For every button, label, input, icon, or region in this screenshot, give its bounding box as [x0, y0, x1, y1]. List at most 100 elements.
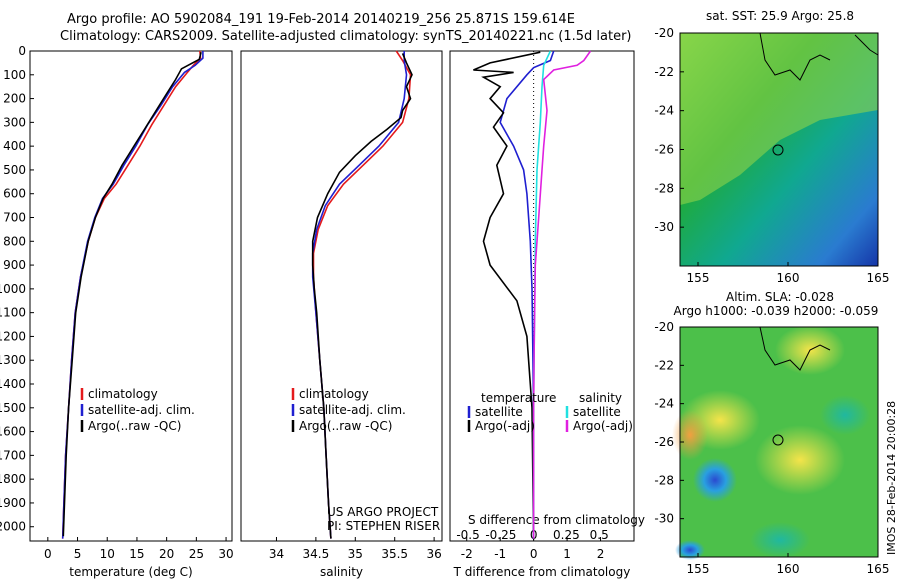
y-tick-label: 500	[3, 163, 26, 177]
x-tick-label: 1	[563, 547, 571, 561]
series-line-2	[62, 52, 202, 537]
x-tick-label: 10	[100, 547, 115, 561]
x-tick-label: 2	[597, 547, 605, 561]
map-title: Altim. SLA: -0.028	[726, 290, 834, 304]
sst-map	[679, 32, 879, 267]
x-tick-label: 15	[129, 547, 144, 561]
x2-axis-label: S difference from climatology	[468, 513, 645, 527]
y-tick-label: 300	[3, 115, 26, 129]
sla-blob	[750, 522, 810, 558]
x2-tick-label: 0.25	[553, 528, 580, 542]
map-y-tick-label: -26	[654, 143, 674, 157]
map-axes-0: sat. SST: 25.9 Argo: 25.8 -20 -22 -24 -26 -28…	[654, 9, 889, 285]
sst-warm-region	[680, 33, 878, 205]
coastline-sla	[759, 326, 831, 371]
x-tick-label: 36	[426, 547, 441, 561]
argo-position-marker-sst	[772, 144, 784, 156]
y-tick-label: 1900	[0, 496, 26, 510]
map-y-tick-label: -22	[654, 358, 674, 372]
legend-label: Argo(..raw -QC)	[299, 419, 392, 433]
legend-label: Argo(..raw -QC)	[88, 419, 181, 433]
y-tick-label: 1700	[0, 448, 26, 462]
x-axis-label: T difference from climatology	[453, 565, 631, 579]
x-tick-label: 35	[348, 547, 363, 561]
map-y-tick-label: -22	[654, 65, 674, 79]
x2-tick-label: -0.5	[456, 528, 479, 542]
y-tick-label: 800	[3, 234, 26, 248]
imos-timestamp-label: IMOS 28-Feb-2014 20:00:28	[885, 401, 898, 555]
legend-label: satellite	[573, 405, 621, 419]
map-y-tick-label: -24	[654, 397, 674, 411]
header-line-2: Climatology: CARS2009. Satellite-adjuste…	[60, 29, 632, 44]
legend-label: temperature	[481, 391, 556, 405]
y-tick-label: 100	[3, 68, 26, 82]
profile-panel-0: 0100200300400500600700800900100011001200…	[0, 44, 234, 579]
y-tick-label: 700	[3, 211, 26, 225]
sla-blob	[693, 458, 737, 502]
argo-position-marker-sla	[772, 434, 784, 446]
sla-map	[672, 325, 879, 560]
x-tick-label: -1	[494, 547, 506, 561]
map-x-tick-label: 165	[867, 271, 890, 285]
legend-label: satellite	[475, 405, 523, 419]
x-tick-label: 5	[74, 547, 82, 561]
y-tick-label: 1300	[0, 353, 26, 367]
x-tick-label: 34.5	[303, 547, 330, 561]
series-line-1	[473, 51, 541, 539]
temperature-panel-frame	[29, 50, 233, 542]
x-axis-label: temperature (deg C)	[69, 565, 192, 579]
x-tick-label: -2	[461, 547, 473, 561]
map-y-tick-label: -30	[654, 512, 674, 526]
sla-blob	[672, 410, 708, 460]
y-tick-label: 1100	[0, 306, 26, 320]
y-tick-label: 900	[3, 258, 26, 272]
map-x-tick-label: 155	[687, 271, 710, 285]
y-tick-label: 200	[3, 92, 26, 106]
legend-label: satellite-adj. clim.	[88, 403, 195, 417]
map-x-tick-label: 160	[777, 271, 800, 285]
legend-label: climatology	[299, 387, 369, 401]
map-y-tick-label: -30	[654, 220, 674, 234]
map-y-tick-label: -28	[654, 473, 674, 487]
map-title: sat. SST: 25.9 Argo: 25.8	[706, 9, 854, 23]
legend-label: salinity	[579, 391, 622, 405]
legend-label: Argo(-adj)	[573, 419, 633, 433]
y-tick-label: 400	[3, 139, 26, 153]
series-line-3	[532, 50, 592, 539]
map-y-tick-label: -20	[654, 26, 674, 40]
y-tick-label: 1400	[0, 377, 26, 391]
map-y-tick-label: -28	[654, 181, 674, 195]
map-y-tick-label: -20	[654, 320, 674, 334]
map-x-tick-label: 165	[867, 562, 890, 576]
coastline-sst	[759, 32, 879, 81]
profile-plots: 0100200300400500600700800900100011001200…	[0, 44, 645, 579]
series-line-0	[499, 50, 555, 539]
annotation: US ARGO PROJECT	[327, 505, 439, 519]
map-y-tick-label: -24	[654, 104, 674, 118]
y-tick-label: 600	[3, 187, 26, 201]
profile-panel-1: 34 34.5 35 35.5 36 salinity climatology satelli…	[269, 50, 442, 579]
map-axes: sat. SST: 25.9 Argo: 25.8 -20 -22 -24 -26 -28…	[654, 9, 898, 576]
legend-label: satellite-adj. clim.	[299, 403, 406, 417]
x-tick-label: 25	[189, 547, 204, 561]
y-tick-label: 1200	[0, 329, 26, 343]
series-line-2	[311, 53, 413, 539]
y-tick-label: 1500	[0, 401, 26, 415]
legend-label: Argo(-adj)	[475, 419, 535, 433]
x-tick-label: 35.5	[381, 547, 408, 561]
sla-blob	[820, 395, 870, 435]
x-axis-label: salinity	[320, 565, 363, 579]
map-title: Argo h1000: -0.039 h2000: -0.059	[674, 304, 879, 318]
x-tick-label: 20	[159, 547, 174, 561]
y-tick-label: 1000	[0, 282, 26, 296]
y-tick-label: 1600	[0, 425, 26, 439]
x2-tick-label: 0.5	[590, 528, 609, 542]
legend-label: climatology	[88, 387, 158, 401]
x-tick-label: 30	[218, 547, 233, 561]
header-line-1: Argo profile: AO 5902084_191 19-Feb-2014…	[67, 12, 575, 27]
map-y-tick-label: -26	[654, 435, 674, 449]
profile-panel-2: -2 -1 0 1 2 T difference from climatology S di…	[453, 50, 645, 579]
annotation: PI: STEPHEN RISER	[327, 519, 440, 533]
